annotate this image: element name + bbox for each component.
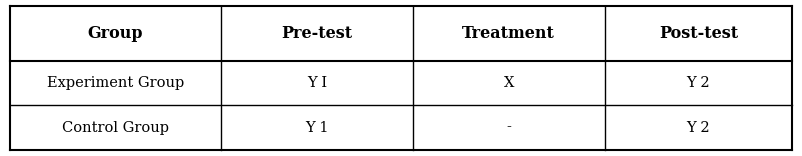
Text: Y 2: Y 2 [687,121,711,134]
Text: Group: Group [87,25,143,42]
Text: Y 2: Y 2 [687,76,711,90]
Text: Treatment: Treatment [462,25,555,42]
Text: Experiment Group: Experiment Group [47,76,184,90]
Text: Y I: Y I [307,76,327,90]
Text: Post-test: Post-test [659,25,738,42]
Text: X: X [504,76,514,90]
Text: Pre-test: Pre-test [282,25,352,42]
Text: -: - [506,121,511,134]
Text: Control Group: Control Group [62,121,168,134]
Text: Y 1: Y 1 [305,121,329,134]
